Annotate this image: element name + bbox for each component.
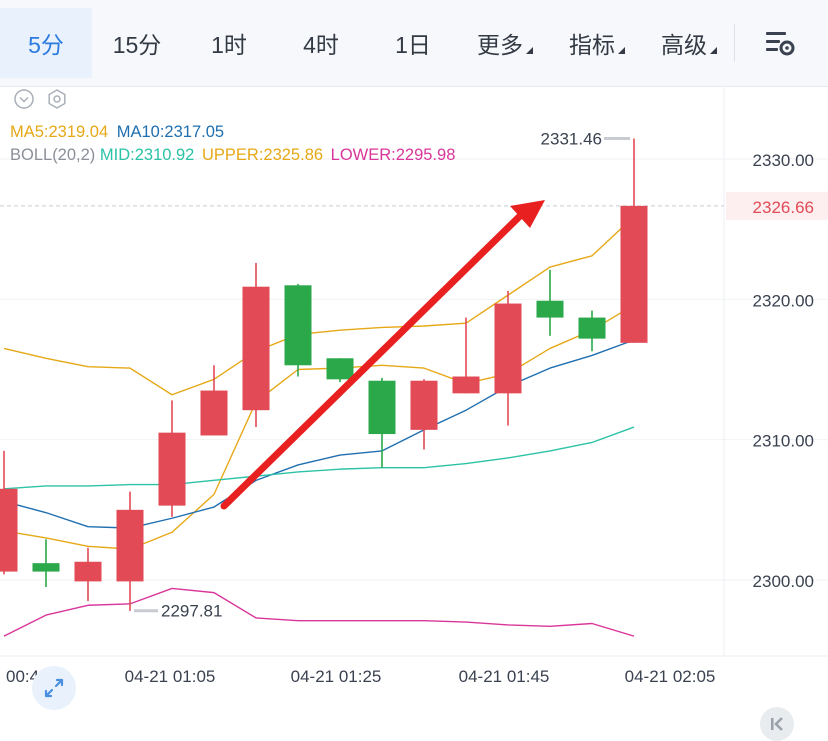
tab-divider [734, 24, 735, 62]
dropdown-caret-icon [710, 46, 717, 54]
candle-body[interactable] [410, 380, 438, 430]
y-tick-label: 2310.00 [753, 432, 814, 451]
tab-2[interactable]: 15分 [92, 8, 182, 78]
legend-upper: UPPER:2325.86 [201, 146, 324, 164]
tab-label: 4时 [303, 32, 339, 58]
tab-3[interactable]: 1时 [184, 8, 274, 78]
candle-body[interactable] [32, 563, 60, 572]
candle-body[interactable] [578, 317, 606, 339]
series-line-ma10 [3, 339, 635, 529]
candle-body[interactable] [0, 488, 18, 572]
y-tick-label: 2330.00 [753, 151, 814, 170]
tab-7[interactable]: 指标 [552, 8, 642, 78]
x-tick-label: 04-21 01:05 [125, 667, 216, 686]
current-price-label: 2326.66 [753, 198, 814, 217]
chart-settings-button[interactable] [760, 26, 800, 62]
legend-ma10: MA10:2317.05 [116, 123, 225, 141]
tab-6[interactable]: 更多 [460, 8, 550, 78]
candle-body[interactable] [368, 380, 396, 435]
collapse-left-icon [771, 717, 783, 731]
series-line-upper [3, 216, 635, 396]
tab-8[interactable]: 高级 [644, 8, 734, 78]
gear-icon [48, 89, 66, 109]
candle-body[interactable] [494, 303, 522, 394]
legend-boll: BOLL(20,2) [10, 146, 96, 164]
tab-1[interactable]: 5分 [0, 8, 92, 78]
boll-legend: BOLL(20,2) MID:2310.92 UPPER:2325.86 LOW… [10, 145, 455, 165]
max-price-label: 2331.46 [541, 130, 602, 149]
tab-5[interactable]: 1日 [368, 8, 458, 78]
candle-body[interactable] [158, 432, 186, 506]
trend-arrow-shaft [220, 212, 524, 510]
candle-body[interactable] [620, 205, 648, 343]
tab-label: 5分 [28, 32, 64, 58]
y-tick-label: 2300.00 [753, 572, 814, 591]
candle-body[interactable] [536, 300, 564, 318]
zoom-button[interactable] [32, 666, 76, 710]
tab-4[interactable]: 4时 [276, 8, 366, 78]
ma-legend: MA5:2319.04 MA10:2317.05 [10, 122, 224, 142]
kline-chart-svg[interactable]: 2300.00 2310.00 2320.00 2330.00 2331.46 2297.… [0, 86, 828, 698]
dropdown-caret-icon [618, 46, 625, 54]
candle-body[interactable] [242, 286, 270, 411]
candle-body[interactable] [200, 390, 228, 436]
tab-label: 15分 [112, 32, 162, 58]
candle-body[interactable] [284, 285, 312, 366]
tab-label: 高级 [661, 32, 707, 58]
period-tab-bar: 5分 15分 1时 4时 1日 更多 指标 高级 [0, 0, 828, 87]
candle-body[interactable] [116, 509, 144, 582]
legend-ma5: MA5:2319.04 [10, 123, 109, 141]
chevron-down-circle-icon [14, 89, 34, 109]
legend-mid: MID:2310.92 [99, 146, 195, 164]
candle-body[interactable] [326, 358, 354, 380]
dropdown-caret-icon [526, 46, 533, 54]
x-tick-label: 04-21 01:25 [291, 667, 382, 686]
tab-label: 更多 [477, 32, 523, 58]
candle-body[interactable] [74, 561, 102, 582]
current-price-tag [726, 191, 828, 220]
tab-label: 1日 [395, 32, 431, 58]
series-line-lower [3, 587, 635, 637]
chart-settings-icon [766, 32, 795, 56]
tab-label: 1时 [211, 32, 247, 58]
expand-arrows-icon [44, 678, 64, 698]
collapse-indicators-button[interactable] [13, 88, 35, 110]
x-tick-label: 04-21 02:05 [625, 667, 716, 686]
y-tick-label: 2320.00 [753, 291, 814, 310]
hide-panel-button[interactable] [760, 707, 794, 741]
trend-arrow-head [510, 200, 545, 228]
tab-label: 指标 [569, 32, 615, 58]
candle-body[interactable] [452, 376, 480, 394]
series-line-ma5 [3, 304, 635, 550]
min-price-label: 2297.81 [161, 602, 222, 621]
indicator-settings-button[interactable] [46, 88, 68, 110]
series-line-mid [3, 426, 635, 490]
x-tick-label: 04-21 01:45 [459, 667, 550, 686]
kline-chart[interactable]: 2300.00 2310.00 2320.00 2330.00 2331.46 2297.… [0, 86, 828, 741]
legend-lower: LOWER:2295.98 [330, 146, 456, 164]
